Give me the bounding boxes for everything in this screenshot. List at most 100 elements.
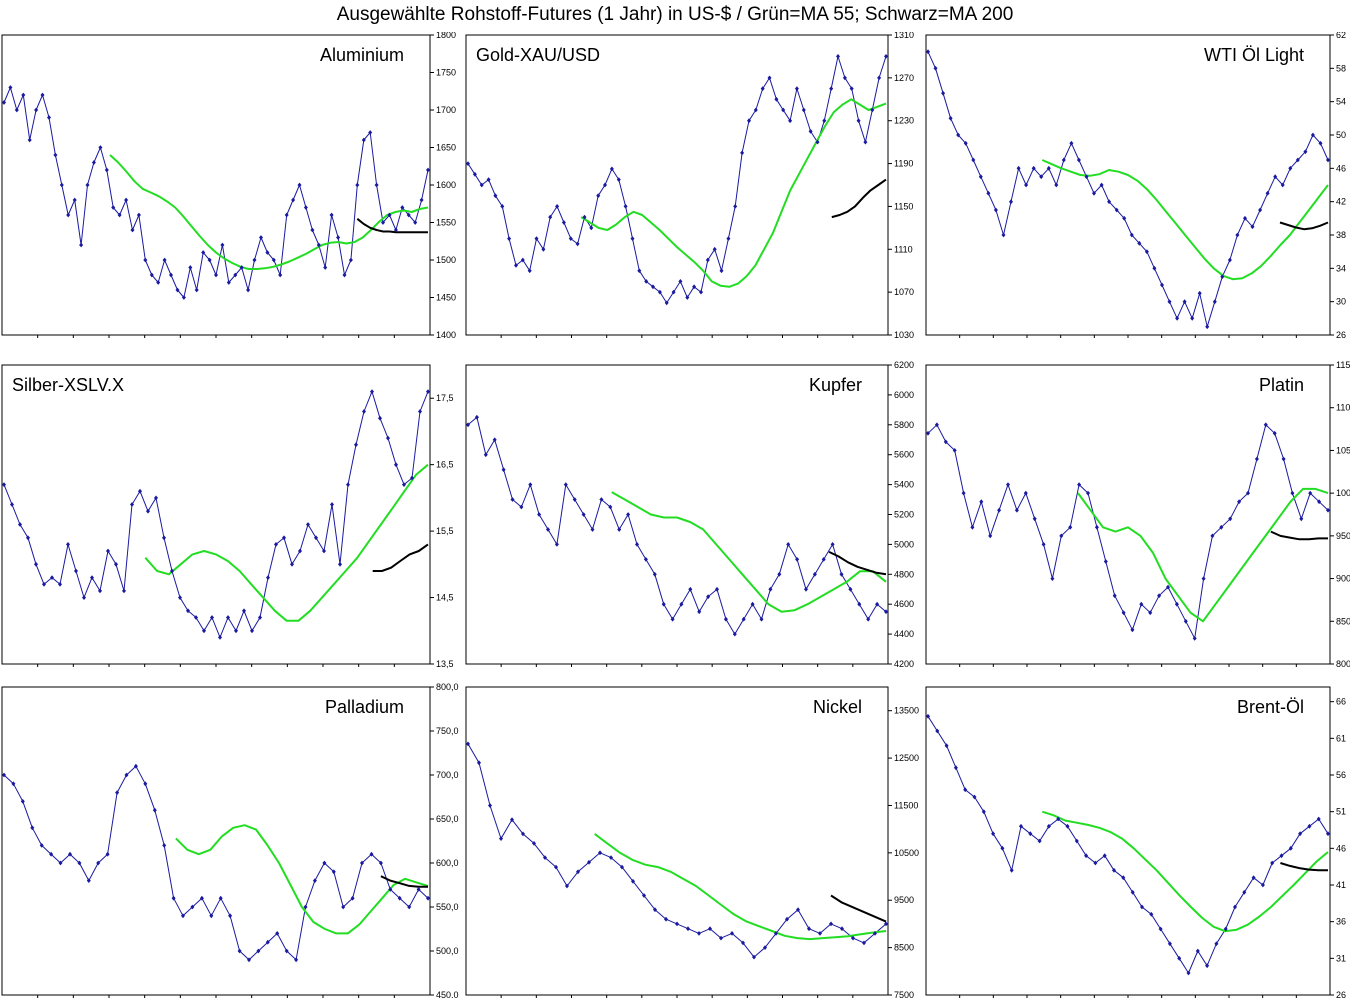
y-tick-label: 56 (1336, 770, 1346, 780)
y-tick-label: 58 (1336, 63, 1346, 73)
price-point (143, 781, 148, 787)
ma55-line (109, 154, 429, 270)
price-point (786, 542, 791, 547)
price-point (620, 864, 624, 870)
price-point (492, 437, 497, 443)
price-point (884, 54, 888, 59)
price-point (926, 49, 930, 55)
ma55-line (594, 833, 887, 941)
price-point (543, 855, 547, 861)
price-point (1182, 299, 1187, 305)
price-point (565, 883, 569, 889)
y-tick-label: 900 (1336, 574, 1350, 584)
price-point (575, 241, 580, 247)
ma200-line (356, 218, 428, 234)
price-point (1175, 315, 1180, 321)
y-tick-label: 12500 (894, 753, 919, 763)
price-point (488, 803, 492, 808)
chart-grid: 1800 1750 1700 1650 1600 1550 1500 1450 1400 Alum… (1, 32, 1350, 998)
price-point (527, 268, 532, 274)
price-point (360, 860, 364, 866)
price-point (875, 601, 880, 607)
price-point (226, 615, 230, 620)
y-tick-label: 500,0 (436, 946, 459, 956)
price-point (688, 586, 693, 592)
y-tick-label: 42 (1336, 197, 1346, 207)
price-point (493, 193, 498, 199)
price-point (1084, 174, 1089, 180)
price-point (34, 561, 38, 567)
price-point (124, 772, 129, 778)
price-point (822, 118, 827, 124)
price-point (507, 236, 512, 241)
price-point (1000, 845, 1005, 851)
price-point (410, 475, 414, 481)
price-point (986, 190, 991, 196)
price-point (42, 581, 46, 587)
price-point (381, 220, 385, 225)
price-point (555, 204, 560, 209)
price-point (884, 609, 888, 615)
price-point (679, 601, 684, 607)
price-point (306, 522, 310, 527)
price-point (598, 850, 602, 856)
price-point (1251, 875, 1256, 881)
y-tick-label: 50 (1336, 130, 1346, 140)
y-tick-label: 46 (1336, 163, 1346, 173)
price-point (190, 904, 195, 910)
price-point (978, 174, 983, 180)
ma55-line (1041, 810, 1329, 933)
price-point (265, 250, 270, 255)
price-point (596, 193, 601, 199)
price-point (59, 182, 64, 188)
price-point (1290, 490, 1295, 496)
price-point (2, 100, 6, 105)
price-point (760, 86, 765, 91)
y-tick-label: 1400 (436, 330, 456, 340)
price-point (1054, 182, 1059, 188)
y-tick-label: 1650 (436, 143, 456, 153)
price-point (91, 160, 96, 165)
price-point (66, 542, 70, 547)
ma200-line (828, 550, 887, 576)
plot-frame (465, 686, 889, 996)
price-point (1157, 593, 1162, 599)
price-point (1288, 845, 1293, 851)
price-point (338, 561, 342, 567)
price-point (1326, 831, 1330, 837)
price-line (3, 765, 429, 961)
price-point (1258, 207, 1263, 213)
price-point (1137, 240, 1142, 246)
price-point (670, 616, 675, 622)
y-tick-label: 1150 (1336, 360, 1350, 370)
price-point (1148, 610, 1153, 616)
price-point (609, 166, 614, 172)
price-point (563, 482, 568, 487)
price-point (988, 533, 993, 539)
price-point (642, 893, 646, 898)
y-tick-label: 950 (1336, 531, 1350, 541)
price-point (265, 939, 270, 945)
price-point (664, 300, 669, 306)
price-point (199, 895, 204, 901)
price-point (952, 448, 957, 453)
price-point (812, 571, 817, 577)
price-point (534, 236, 539, 241)
price-point (354, 442, 358, 448)
price-point (697, 609, 702, 615)
price-point (79, 242, 84, 248)
price-point (1197, 290, 1202, 296)
y-tick-label: 26 (1336, 330, 1346, 340)
plot-frame (1, 34, 431, 336)
y-tick-label: 14,5 (436, 593, 454, 603)
price-point (934, 422, 939, 428)
price-point (1310, 132, 1315, 138)
price-point (1158, 926, 1163, 932)
price-point (171, 895, 176, 901)
y-tick-label: 17,5 (436, 393, 454, 403)
price-point (303, 904, 308, 910)
price-point (388, 887, 393, 892)
price-point (294, 957, 299, 963)
y-tick-label: 1050 (1336, 445, 1350, 455)
price-point (1084, 853, 1089, 859)
